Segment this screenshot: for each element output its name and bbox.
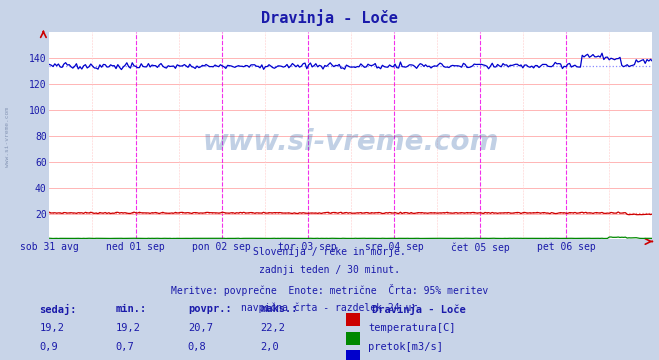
Text: temperatura[C]: temperatura[C]: [368, 323, 456, 333]
Text: 2,0: 2,0: [260, 342, 279, 352]
Text: sedaj:: sedaj:: [40, 304, 77, 315]
Text: 19,2: 19,2: [40, 323, 65, 333]
Text: Dravinja - Loče: Dravinja - Loče: [261, 9, 398, 26]
Text: www.si-vreme.com: www.si-vreme.com: [203, 128, 499, 156]
Text: Dravinja - Loče: Dravinja - Loče: [372, 304, 466, 315]
Text: povpr.:: povpr.:: [188, 304, 231, 314]
Text: 0,7: 0,7: [115, 342, 134, 352]
Text: 20,7: 20,7: [188, 323, 213, 333]
Text: maks.:: maks.:: [260, 304, 298, 314]
Text: pretok[m3/s]: pretok[m3/s]: [368, 342, 444, 352]
Text: 22,2: 22,2: [260, 323, 285, 333]
Text: Slovenija / reke in morje.: Slovenija / reke in morje.: [253, 247, 406, 257]
Text: zadnji teden / 30 minut.: zadnji teden / 30 minut.: [259, 265, 400, 275]
Text: 0,9: 0,9: [40, 342, 58, 352]
Text: min.:: min.:: [115, 304, 146, 314]
Text: 0,8: 0,8: [188, 342, 206, 352]
Text: 19,2: 19,2: [115, 323, 140, 333]
Text: Meritve: povprečne  Enote: metrične  Črta: 95% meritev: Meritve: povprečne Enote: metrične Črta:…: [171, 284, 488, 296]
Text: www.si-vreme.com: www.si-vreme.com: [5, 107, 11, 167]
Text: navpična črta - razdelek 24 ur: navpična črta - razdelek 24 ur: [241, 303, 418, 313]
